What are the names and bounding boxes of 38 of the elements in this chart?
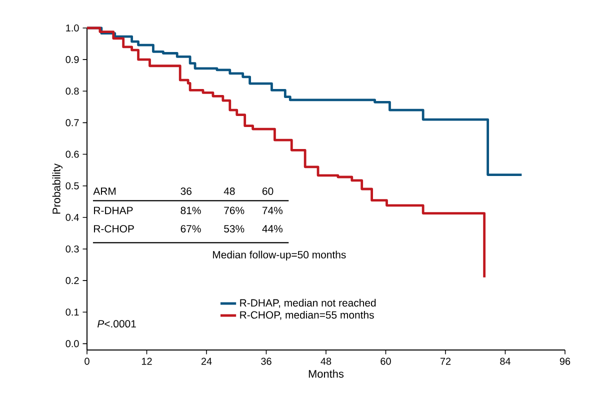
annotation: 81% xyxy=(180,206,201,214)
y-tick-label: 0.5 xyxy=(66,182,79,190)
y-axis-title: Probability xyxy=(52,163,63,214)
annotation: 36 xyxy=(180,188,192,195)
y-tick-label: 0.2 xyxy=(66,277,79,284)
y-tick-label: 0.7 xyxy=(66,119,79,126)
legend-label: R-CHOP, median=55 months xyxy=(240,310,374,320)
y-tick-label: 0.0 xyxy=(66,340,79,348)
x-tick-label: 0 xyxy=(84,358,90,365)
y-tick-label: 0.4 xyxy=(66,214,79,221)
x-tick-label: 72 xyxy=(440,358,451,365)
x-tick-label: 96 xyxy=(560,358,570,365)
x-tick-label: 12 xyxy=(142,358,152,365)
x-tick-label: 48 xyxy=(320,358,332,365)
y-tick-label: 0.3 xyxy=(66,245,79,253)
annotation: 53% xyxy=(224,225,244,232)
annotation: 74% xyxy=(262,206,283,214)
x-tick-label: 24 xyxy=(201,358,212,365)
annotation: R-DHAP xyxy=(94,206,133,214)
annotation: 60 xyxy=(262,188,274,195)
annotation: 48 xyxy=(224,188,235,195)
annotation: P<.0001 xyxy=(97,320,136,328)
y-tick-label: 1.0 xyxy=(66,24,79,32)
annotation: 44% xyxy=(262,225,283,232)
y-tick-label: 0.1 xyxy=(66,308,79,316)
annotation: R-CHOP xyxy=(94,225,134,232)
annotation: 67% xyxy=(180,225,201,232)
x-tick-label: 60 xyxy=(380,358,391,365)
y-tick-label: 0.6 xyxy=(66,150,79,158)
legend-label: R-DHAP, median not reached xyxy=(240,298,376,308)
x-tick-label: 36 xyxy=(261,358,272,365)
x-axis-title: Months xyxy=(308,370,344,378)
y-tick-label: 0.9 xyxy=(66,56,79,64)
annotation: Median follow-up=50 months xyxy=(213,250,346,260)
y-tick-label: 0.8 xyxy=(66,88,79,95)
annotation: 76% xyxy=(224,206,244,214)
x-tick-label: 84 xyxy=(500,358,510,365)
annotation: ARM xyxy=(93,188,116,195)
